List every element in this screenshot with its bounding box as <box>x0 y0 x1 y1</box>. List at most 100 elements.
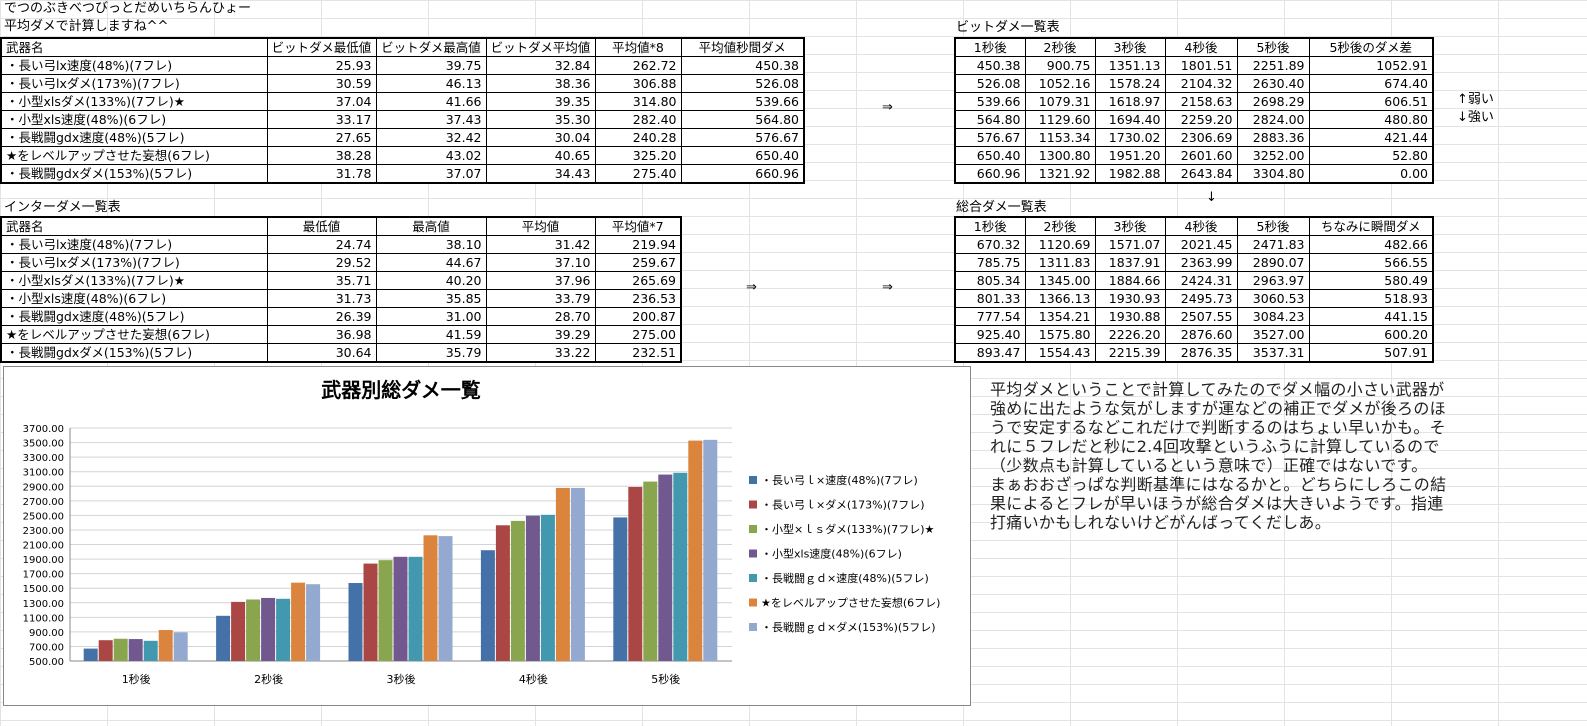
value-cell[interactable]: 805.34 <box>954 271 1026 290</box>
value-cell[interactable]: 1930.93 <box>1094 289 1166 308</box>
comment-textbox[interactable]: 平均ダメということで計算してみたのでダメ幅の小さい武器が 強めに出たような気がしま… <box>990 380 1550 532</box>
value-cell[interactable]: 236.53 <box>594 289 682 308</box>
value-cell[interactable]: 30.59 <box>266 74 377 93</box>
value-cell[interactable]: 1575.80 <box>1024 325 1096 344</box>
total-list-title[interactable]: 総合ダメ一覧表 <box>956 200 1047 215</box>
value-cell[interactable]: 576.67 <box>680 128 805 147</box>
value-cell[interactable]: 660.96 <box>680 164 805 184</box>
value-cell[interactable]: 3084.23 <box>1236 307 1310 326</box>
value-cell[interactable]: 1366.13 <box>1024 289 1096 308</box>
weak-note[interactable]: ↑弱い <box>1457 92 1494 107</box>
value-cell[interactable]: 507.91 <box>1308 343 1434 363</box>
header-cell[interactable]: ビットダメ最高値 <box>375 37 487 57</box>
value-cell[interactable]: 35.30 <box>485 110 596 129</box>
value-cell[interactable]: 232.51 <box>594 343 682 363</box>
header-cell[interactable]: 1秒後 <box>954 216 1026 236</box>
weapon-name-cell[interactable]: ・長戦闘gdxダメ(153%)(5フレ) <box>0 164 268 184</box>
value-cell[interactable]: 2963.97 <box>1236 271 1310 290</box>
value-cell[interactable]: 27.65 <box>266 128 377 147</box>
value-cell[interactable]: 2890.07 <box>1236 253 1310 272</box>
inter-table-title[interactable]: インターダメ一覧表 <box>4 200 121 215</box>
weapon-name-cell[interactable]: ・長い弓lx速度(48%)(7フレ) <box>0 56 268 75</box>
value-cell[interactable]: 564.80 <box>954 110 1026 129</box>
value-cell[interactable]: 893.47 <box>954 343 1026 363</box>
header-cell[interactable]: 平均値 <box>485 216 596 236</box>
value-cell[interactable]: 2215.39 <box>1094 343 1166 363</box>
value-cell[interactable]: 2251.89 <box>1236 56 1310 75</box>
weapon-name-cell[interactable]: ・小型xlsダメ(133%)(7フレ)★ <box>0 92 268 111</box>
weapon-name-cell[interactable]: ★をレベルアップさせた妄想(6フレ) <box>0 146 268 165</box>
value-cell[interactable]: 1321.92 <box>1024 164 1096 184</box>
weapon-name-cell[interactable]: ・小型xlsダメ(133%)(7フレ)★ <box>0 271 268 290</box>
header-cell[interactable]: 4秒後 <box>1164 37 1238 57</box>
value-cell[interactable]: 670.32 <box>954 235 1026 254</box>
value-cell[interactable]: 32.42 <box>375 128 487 147</box>
value-cell[interactable]: 1982.88 <box>1094 164 1166 184</box>
value-cell[interactable]: 2883.36 <box>1236 128 1310 147</box>
value-cell[interactable]: 3537.31 <box>1236 343 1310 363</box>
weapon-name-cell[interactable]: ・長戦闘gdx速度(48%)(5フレ) <box>0 307 268 326</box>
header-cell[interactable]: 平均値*8 <box>594 37 682 57</box>
value-cell[interactable]: 37.96 <box>485 271 596 290</box>
value-cell[interactable]: 1554.43 <box>1024 343 1096 363</box>
value-cell[interactable]: 1300.80 <box>1024 146 1096 165</box>
value-cell[interactable]: 30.04 <box>485 128 596 147</box>
header-cell[interactable]: 1秒後 <box>954 37 1026 57</box>
value-cell[interactable]: 2021.45 <box>1164 235 1238 254</box>
value-cell[interactable]: 600.20 <box>1308 325 1434 344</box>
value-cell[interactable]: 262.72 <box>594 56 682 75</box>
value-cell[interactable]: 44.67 <box>375 253 487 272</box>
value-cell[interactable]: 31.42 <box>485 235 596 254</box>
value-cell[interactable]: 1345.00 <box>1024 271 1096 290</box>
value-cell[interactable]: 33.22 <box>485 343 596 363</box>
value-cell[interactable]: 36.98 <box>266 325 377 344</box>
value-cell[interactable]: 314.80 <box>594 92 682 111</box>
header-cell[interactable]: 4秒後 <box>1164 216 1238 236</box>
value-cell[interactable]: 200.87 <box>594 307 682 326</box>
value-cell[interactable]: 1052.91 <box>1308 56 1434 75</box>
value-cell[interactable]: 900.75 <box>1024 56 1096 75</box>
value-cell[interactable]: 2507.55 <box>1164 307 1238 326</box>
value-cell[interactable]: 219.94 <box>594 235 682 254</box>
value-cell[interactable]: 2363.99 <box>1164 253 1238 272</box>
value-cell[interactable]: 40.65 <box>485 146 596 165</box>
header-cell[interactable]: 武器名 <box>0 216 268 236</box>
value-cell[interactable]: 40.20 <box>375 271 487 290</box>
header-cell[interactable]: ビットダメ平均値 <box>485 37 596 57</box>
header-cell[interactable]: 3秒後 <box>1094 37 1166 57</box>
value-cell[interactable]: 1311.83 <box>1024 253 1096 272</box>
value-cell[interactable]: 265.69 <box>594 271 682 290</box>
value-cell[interactable]: 606.51 <box>1308 92 1434 111</box>
value-cell[interactable]: 1153.34 <box>1024 128 1096 147</box>
strong-note[interactable]: ↓強い <box>1457 110 1494 125</box>
value-cell[interactable]: 37.07 <box>375 164 487 184</box>
value-cell[interactable]: 1578.24 <box>1094 74 1166 93</box>
value-cell[interactable]: 3252.00 <box>1236 146 1310 165</box>
value-cell[interactable]: 34.43 <box>485 164 596 184</box>
value-cell[interactable]: 1930.88 <box>1094 307 1166 326</box>
value-cell[interactable]: 37.04 <box>266 92 377 111</box>
header-cell[interactable]: ビットダメ最低値 <box>266 37 377 57</box>
header-cell[interactable]: 平均値*7 <box>594 216 682 236</box>
header-cell[interactable]: 5秒後のダメ差 <box>1308 37 1434 57</box>
value-cell[interactable]: 539.66 <box>680 92 805 111</box>
value-cell[interactable]: 31.00 <box>375 307 487 326</box>
value-cell[interactable]: 480.80 <box>1308 110 1434 129</box>
header-cell[interactable]: 3秒後 <box>1094 216 1166 236</box>
value-cell[interactable]: 35.85 <box>375 289 487 308</box>
value-cell[interactable]: 26.39 <box>266 307 377 326</box>
value-cell[interactable]: 441.15 <box>1308 307 1434 326</box>
value-cell[interactable]: 3060.53 <box>1236 289 1310 308</box>
value-cell[interactable]: 41.66 <box>375 92 487 111</box>
weapon-name-cell[interactable]: ・小型xls速度(48%)(6フレ) <box>0 110 268 129</box>
value-cell[interactable]: 46.13 <box>375 74 487 93</box>
value-cell[interactable]: 29.52 <box>266 253 377 272</box>
value-cell[interactable]: 2104.32 <box>1164 74 1238 93</box>
value-cell[interactable]: 1571.07 <box>1094 235 1166 254</box>
value-cell[interactable]: 35.71 <box>266 271 377 290</box>
value-cell[interactable]: 3304.80 <box>1236 164 1310 184</box>
value-cell[interactable]: 801.33 <box>954 289 1026 308</box>
value-cell[interactable]: 1354.21 <box>1024 307 1096 326</box>
value-cell[interactable]: 28.70 <box>485 307 596 326</box>
value-cell[interactable]: 660.96 <box>954 164 1026 184</box>
